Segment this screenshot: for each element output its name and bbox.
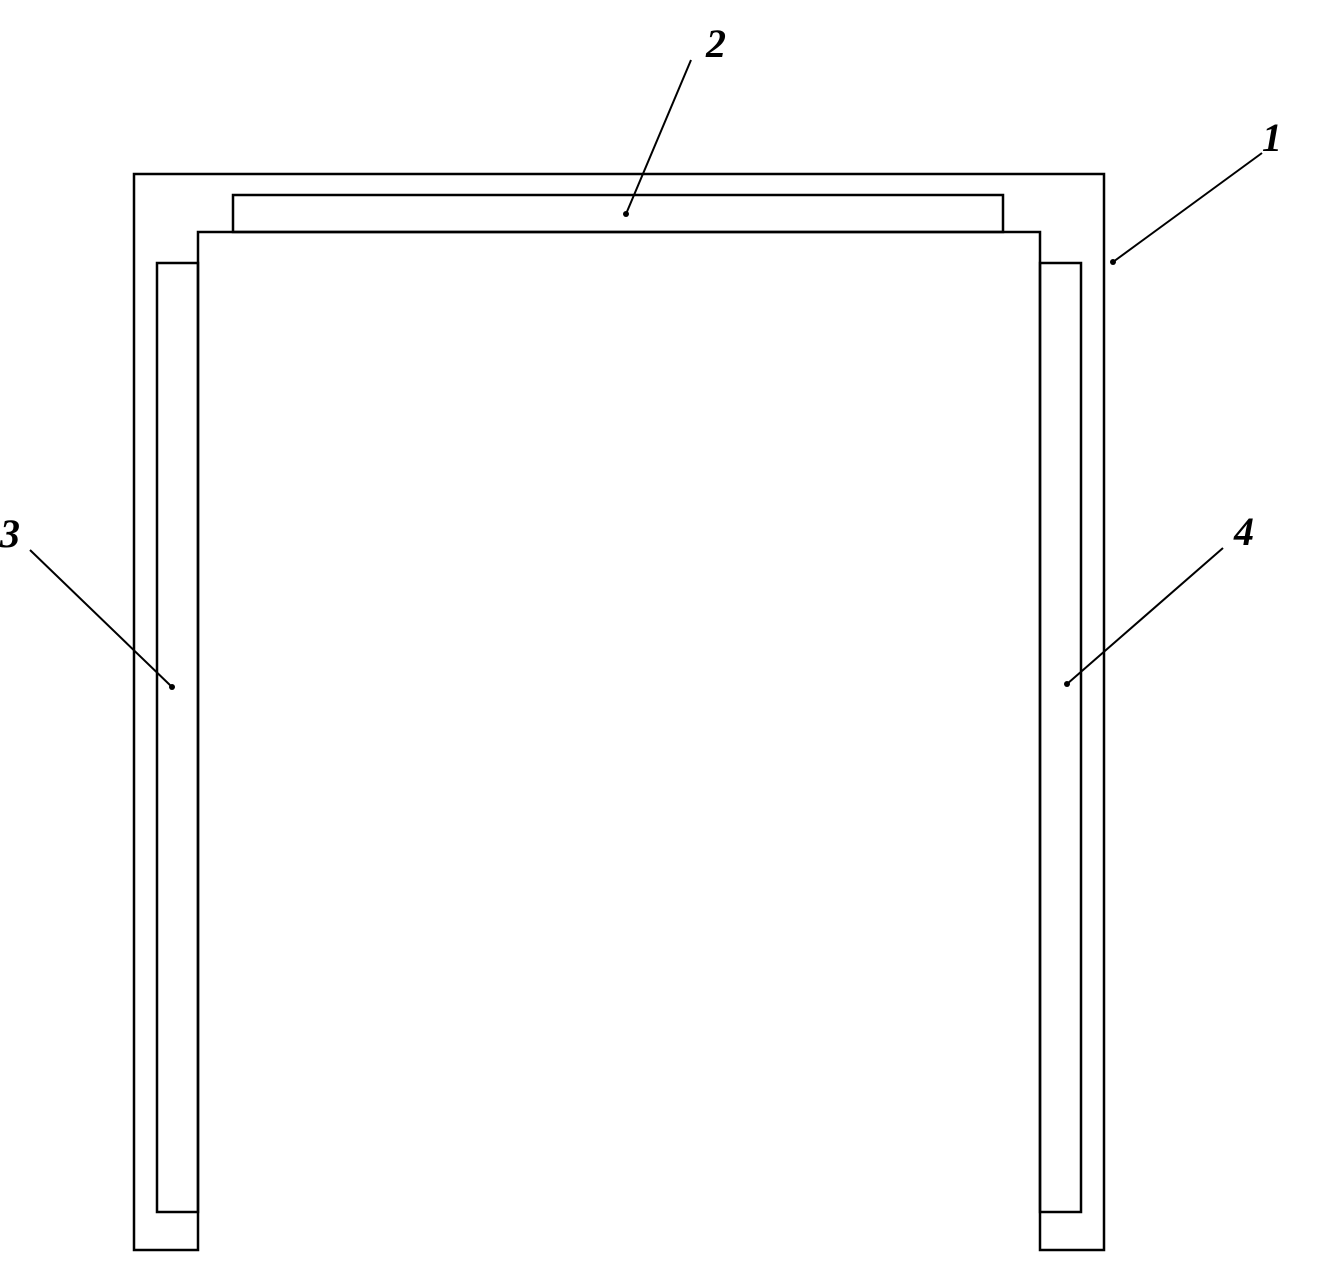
left-leg-inset bbox=[157, 263, 198, 1212]
leader-4 bbox=[1067, 548, 1223, 684]
callout-label-2: 2 bbox=[706, 20, 726, 67]
top-inset-bar bbox=[233, 195, 1003, 232]
leader-2-dot bbox=[623, 211, 629, 217]
callout-label-4: 4 bbox=[1234, 508, 1254, 555]
leader-3-dot bbox=[169, 684, 175, 690]
leader-2 bbox=[626, 60, 691, 214]
right-leg-inset bbox=[1040, 263, 1081, 1212]
leader-3 bbox=[30, 550, 172, 687]
callout-label-3: 3 bbox=[0, 510, 20, 557]
leader-1 bbox=[1113, 153, 1262, 262]
frame-outer bbox=[134, 174, 1104, 1250]
leader-4-dot bbox=[1064, 681, 1070, 687]
leader-1-dot bbox=[1110, 259, 1116, 265]
schematic-svg bbox=[0, 0, 1338, 1274]
callout-label-1: 1 bbox=[1262, 114, 1282, 161]
